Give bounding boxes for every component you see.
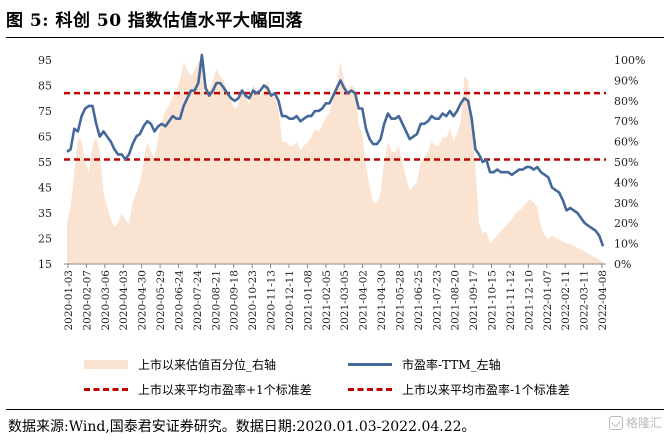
percentile-area xyxy=(67,62,603,264)
x-tick-label: 2020-01-03 xyxy=(63,270,75,331)
x-tick-label: 2022-03-11 xyxy=(579,270,591,331)
y-right-tick-label: 30% xyxy=(614,197,638,210)
legend-label-lower: 上市以来平均市盈率-1个标准差 xyxy=(402,383,570,397)
x-tick-label: 2020-12-11 xyxy=(284,270,296,331)
x-tick-label: 2022-04-08 xyxy=(597,270,609,331)
y-right-tick-label: 50% xyxy=(614,156,638,169)
legend-label-percentile: 上市以来估值百分位_右轴 xyxy=(138,358,277,372)
y-right-tick-label: 90% xyxy=(614,74,638,87)
legend-swatch-upper xyxy=(84,388,128,391)
y-left-tick-label: 15 xyxy=(38,258,52,271)
x-tick-label: 2021-04-02 xyxy=(358,270,370,331)
y-right-tick-label: 0% xyxy=(614,258,631,271)
chart-legend: 上市以来估值百分位_右轴 市盈率-TTM_左轴 上市以来平均市盈率+1个标准差 … xyxy=(84,350,644,400)
x-tick-label: 2021-06-25 xyxy=(413,270,425,331)
y-right-tick-label: 60% xyxy=(614,136,638,149)
x-tick-label: 2021-01-08 xyxy=(302,270,314,331)
y-right-tick-label: 40% xyxy=(614,176,638,189)
legend-label-pe: 市盈率-TTM_左轴 xyxy=(402,358,501,372)
x-tick-label: 2021-02-05 xyxy=(321,270,333,331)
y-left-tick-label: 85 xyxy=(38,80,52,93)
y-left-tick-label: 45 xyxy=(38,182,52,195)
top-rule xyxy=(6,37,664,38)
legend-swatch-line xyxy=(348,363,392,366)
y-left-tick-label: 75 xyxy=(38,105,52,118)
x-tick-label: 2021-05-28 xyxy=(394,270,406,331)
pe-ttm-line xyxy=(66,53,605,247)
x-tick-label: 2022-01-07 xyxy=(542,270,554,331)
y-right-tick-label: 80% xyxy=(614,95,638,108)
bottom-rule xyxy=(6,409,664,410)
watermark: 格隆汇 xyxy=(608,414,662,431)
x-tick-label: 2020-04-30 xyxy=(137,270,149,331)
x-tick-label: 2021-07-23 xyxy=(431,270,443,331)
x-tick-label: 2020-03-06 xyxy=(100,270,112,331)
x-tick-label: 2020-11-13 xyxy=(266,270,278,331)
y-left-tick-label: 25 xyxy=(38,233,52,246)
valuation-chart: 15 25 35 45 55 65 75 85 95 0% 10% 20% 30% 40% 50% 60% 70… xyxy=(38,53,645,331)
x-tick-label: 2020-09-18 xyxy=(229,270,241,331)
y-right-tick-label: 20% xyxy=(614,217,638,230)
x-tick-label: 2020-05-29 xyxy=(155,270,167,331)
y-left-tick-label: 65 xyxy=(38,131,52,144)
figure-title: 图 5: 科创 50 指数估值水平大幅回落 xyxy=(6,11,303,31)
y-left-tick-label: 55 xyxy=(38,156,52,169)
legend-swatch-lower xyxy=(348,388,392,391)
x-tick-label: 2021-09-17 xyxy=(468,270,480,331)
x-tick-label: 2020-10-23 xyxy=(247,270,259,331)
y-right-tick-label: 10% xyxy=(614,238,638,251)
x-tick-label: 2020-06-24 xyxy=(173,270,185,331)
x-tick-label: 2022-02-11 xyxy=(560,270,572,331)
y-left-tick-label: 95 xyxy=(38,54,52,67)
x-tick-label: 2021-03-05 xyxy=(339,270,351,331)
x-tick-label: 2020-08-21 xyxy=(210,270,222,331)
x-tick-label: 2021-04-30 xyxy=(376,270,388,331)
watermark-logo-icon xyxy=(608,415,623,430)
source-note: 数据来源:Wind,国泰君安证券研究。数据日期:2020.01.03-2022.… xyxy=(8,419,476,435)
x-tick-label: 2020-04-03 xyxy=(118,270,130,331)
legend-item-upper: 上市以来平均市盈率+1个标准差 xyxy=(84,381,312,398)
legend-item-percentile: 上市以来估值百分位_右轴 xyxy=(84,356,276,373)
y-left-tick-label: 35 xyxy=(38,207,52,220)
x-tick-label: 2021-08-20 xyxy=(450,270,462,331)
x-tick-label: 2021-12-10 xyxy=(523,270,535,331)
y-right-tick-label: 100% xyxy=(614,54,645,67)
legend-label-upper: 上市以来平均市盈率+1个标准差 xyxy=(138,383,312,397)
x-tick-label: 2021-11-12 xyxy=(505,270,517,331)
legend-item-pe: 市盈率-TTM_左轴 xyxy=(348,356,501,373)
legend-swatch-area xyxy=(84,360,128,369)
watermark-text: 格隆汇 xyxy=(625,416,662,430)
x-tick-label: 2021-10-15 xyxy=(487,270,499,331)
legend-item-lower: 上市以来平均市盈率-1个标准差 xyxy=(348,381,570,398)
x-tick-label: 2020-07-24 xyxy=(192,270,204,331)
x-tick-label: 2020-02-07 xyxy=(81,270,93,331)
y-right-tick-label: 70% xyxy=(614,115,638,128)
